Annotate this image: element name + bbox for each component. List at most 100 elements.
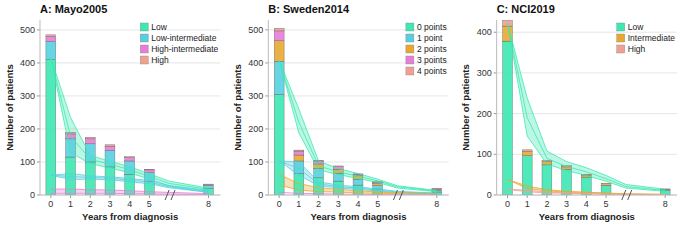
cumulative-line — [508, 180, 666, 195]
plot-area — [46, 35, 214, 195]
panel: 01002003004000123458C: NCI2019Years from… — [460, 3, 677, 222]
cumulative-line — [508, 23, 666, 189]
legend-label: High — [151, 55, 169, 65]
bar-segment — [353, 179, 363, 185]
y-tick-label: 0 — [487, 190, 492, 200]
y-axis — [496, 20, 497, 195]
legend-label: 1 point — [417, 33, 443, 43]
bar-segment — [105, 167, 115, 195]
bar-segment — [46, 37, 56, 42]
x-tick-label: 5 — [375, 199, 380, 209]
y-axis-label: Number of patients — [232, 64, 243, 151]
axis-break — [628, 190, 632, 200]
cumulative-line — [51, 58, 209, 190]
legend-label: 4 points — [417, 66, 447, 76]
axis-break — [171, 190, 175, 200]
x-tick-label: 1 — [296, 199, 301, 209]
bar-segment — [125, 156, 135, 158]
bar-segment — [274, 94, 284, 195]
y-tick-label: 200 — [477, 109, 492, 119]
bar-segment — [46, 35, 56, 37]
grid-line — [497, 195, 677, 196]
x-axis-label: Years from diagnosis — [310, 211, 406, 222]
y-axis-label: Number of patients — [460, 64, 471, 151]
cumulative-line — [51, 193, 209, 194]
cumulative-line — [508, 180, 666, 195]
legend-swatch — [617, 45, 625, 53]
y-tick-label: 500 — [20, 25, 35, 35]
cumulative-line — [51, 189, 209, 194]
cumulative-line — [279, 60, 437, 190]
bar-segment — [274, 41, 284, 61]
axis-break — [399, 190, 403, 200]
bar-segment — [503, 41, 513, 195]
x-tick-label: 3 — [336, 199, 341, 209]
bar-segment — [144, 169, 154, 171]
legend-swatch — [140, 34, 148, 42]
x-tick-label: 2 — [544, 199, 549, 209]
cumulative-line — [508, 189, 666, 194]
bar-segment — [204, 184, 214, 185]
legend-swatch — [140, 23, 148, 31]
y-tick-label: 300 — [20, 91, 35, 101]
legend: 0 points1 point2 points3 points4 points — [406, 22, 447, 76]
y-tick-label: 400 — [20, 58, 35, 68]
legend-label: 0 points — [417, 22, 447, 32]
y-tick-label: 200 — [20, 124, 35, 134]
bar-segment — [105, 146, 115, 150]
x-tick-label: 8 — [663, 199, 668, 209]
title: A: Mayo2005 — [40, 3, 107, 15]
panel: 01002003004005000123458B: Sweden2014Year… — [232, 3, 449, 222]
x-tick-label: 4 — [584, 199, 589, 209]
bar-segment — [274, 61, 284, 94]
cumulative-line — [508, 189, 666, 194]
x-tick-label: 2 — [88, 199, 93, 209]
y-tick-label: 300 — [248, 91, 263, 101]
bar-segment — [432, 188, 442, 189]
y-tick-label: 300 — [477, 68, 492, 78]
plot-area — [503, 20, 671, 195]
cumulative-line — [279, 175, 437, 194]
bar-segment — [274, 28, 284, 31]
y-tick-label: 100 — [248, 157, 263, 167]
legend-label: High — [628, 44, 646, 54]
x-tick-label: 4 — [355, 199, 360, 209]
bar-segment — [294, 155, 304, 161]
legend-swatch — [406, 56, 414, 64]
bar-segment — [601, 183, 611, 184]
y-tick-label: 0 — [258, 190, 263, 200]
legend-swatch — [406, 67, 414, 75]
x-tick-label: 3 — [107, 199, 112, 209]
grid-line — [268, 95, 448, 96]
grid-line — [40, 95, 220, 96]
legend-swatch — [406, 45, 414, 53]
grid-line — [40, 62, 220, 63]
cumulative-line — [508, 23, 666, 191]
y-axis — [40, 20, 41, 195]
grid-line — [268, 128, 448, 129]
axis-break — [165, 190, 169, 200]
figure: 0 100 200 300 400 500 0 1 2 3 4 5 8 A: Mayo2005 Years … — [0, 0, 685, 225]
bar-segment — [601, 184, 611, 186]
legend-label: Intermediate — [628, 33, 676, 43]
cumulative-line — [51, 58, 209, 188]
background — [0, 0, 685, 225]
bar-segment — [105, 145, 115, 146]
title: C: NCI2019 — [497, 3, 555, 15]
x-tick-label: 3 — [564, 199, 569, 209]
legend-label: 2 points — [417, 44, 447, 54]
x-tick-label: 1 — [68, 199, 73, 209]
x-axis-label: Years from diagnosis — [82, 211, 178, 222]
cumulative-line — [279, 161, 437, 194]
x-tick-label: 0 — [277, 199, 282, 209]
legend-label: 3 points — [417, 55, 447, 65]
y-tick-label: 100 — [477, 149, 492, 159]
grid-line — [268, 195, 448, 196]
y-tick-label: 500 — [248, 25, 263, 35]
bar-segment — [542, 160, 552, 161]
axis-break — [393, 190, 397, 200]
cumulative-line — [279, 185, 437, 194]
bar-segment — [85, 139, 95, 144]
y-tick-label: 400 — [477, 27, 492, 37]
bar-segment — [522, 150, 532, 152]
